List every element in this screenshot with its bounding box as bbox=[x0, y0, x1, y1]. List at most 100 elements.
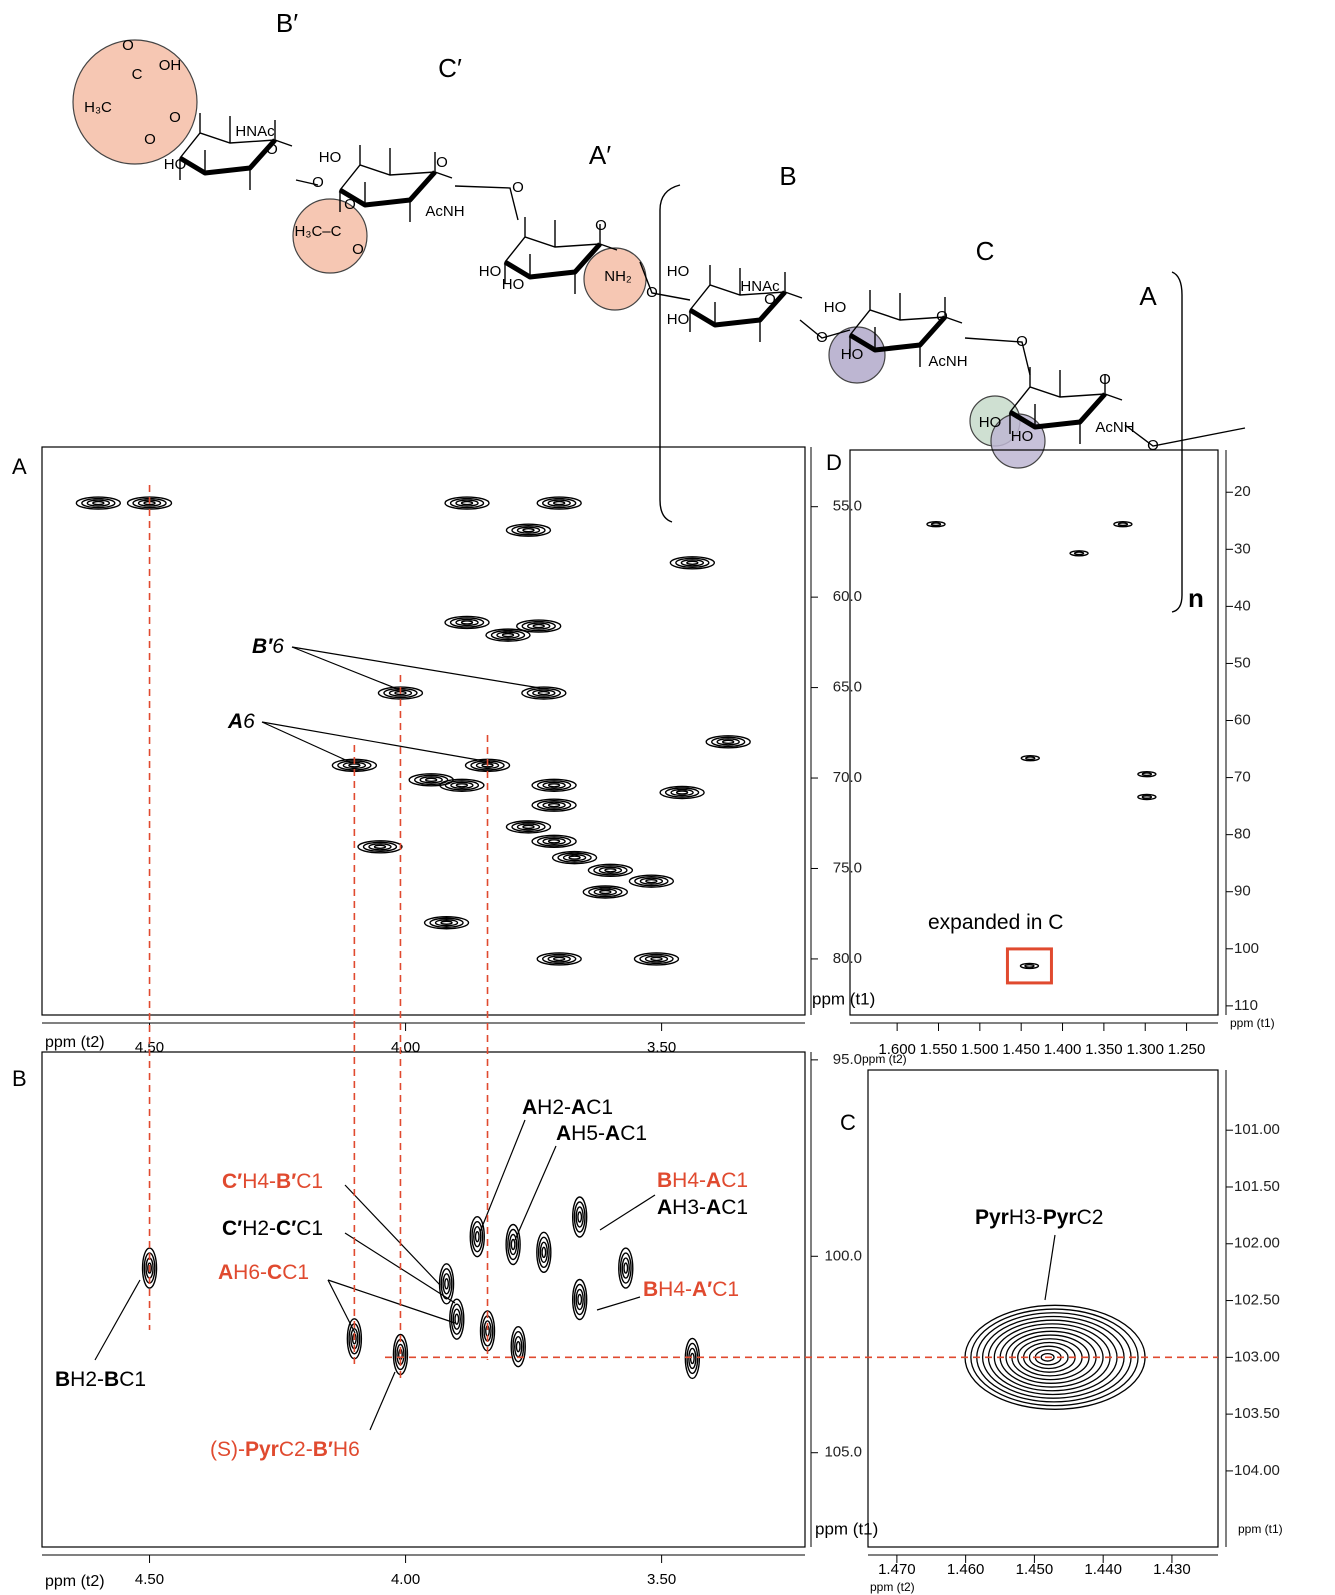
residue-label: B bbox=[779, 161, 796, 191]
atom-label: O bbox=[595, 217, 607, 234]
y-tick-label: 100.0 bbox=[824, 1247, 862, 1264]
y-tick-label: 101.00 bbox=[1234, 1121, 1280, 1138]
annotation-pointer bbox=[600, 1195, 655, 1230]
y-tick-label: 101.50 bbox=[1234, 1178, 1280, 1195]
annotation: expanded in C bbox=[928, 911, 1063, 934]
annotation-part: H4- bbox=[672, 1169, 706, 1192]
atom-label: NH₂ bbox=[604, 268, 632, 285]
residue-label: A bbox=[1139, 281, 1157, 311]
y-tick-label: 50 bbox=[1234, 654, 1251, 671]
atom-label: O bbox=[122, 37, 134, 54]
atom-label: HO bbox=[479, 263, 502, 280]
contour-ring bbox=[538, 692, 549, 695]
annotation-part: C1 bbox=[119, 1368, 146, 1391]
annotation-part: A bbox=[556, 1122, 571, 1145]
annotation-part: C′ bbox=[222, 1170, 242, 1193]
y-axis-label: ppm (t1) bbox=[815, 1519, 878, 1538]
annotation-part: H6- bbox=[233, 1261, 267, 1284]
contour-ring bbox=[554, 502, 565, 505]
annotation-part: C1 bbox=[586, 1096, 613, 1119]
annotation-part: C2 bbox=[1077, 1206, 1104, 1229]
y-tick-label: 40 bbox=[1234, 597, 1251, 614]
annotation: (S)-PyrC2-B′H6 bbox=[210, 1438, 360, 1461]
annotation-pointer bbox=[597, 1297, 640, 1310]
atom-label: O bbox=[764, 291, 776, 308]
y-tick-label: 103.00 bbox=[1234, 1348, 1280, 1365]
atom-label: O bbox=[512, 179, 524, 196]
annotation-part: A bbox=[657, 1196, 672, 1219]
contour-ring bbox=[349, 764, 360, 767]
annotation-part: Pyr bbox=[1043, 1206, 1077, 1229]
residue-label: B′ bbox=[276, 8, 298, 38]
contour-ring bbox=[651, 957, 662, 960]
contour-ring bbox=[1025, 965, 1034, 968]
annotation-part: H4- bbox=[658, 1278, 692, 1301]
atom-label: HO bbox=[667, 263, 690, 280]
atom-label: O bbox=[144, 131, 156, 148]
atom-label: O bbox=[436, 154, 448, 171]
y-tick-label: 105.0 bbox=[824, 1444, 862, 1461]
y-axis-label: ppm (t1) bbox=[1238, 1522, 1283, 1536]
panel-label: D bbox=[826, 450, 842, 475]
annotation: C′H2-C′C1 bbox=[222, 1217, 323, 1240]
contour-ring bbox=[445, 1279, 449, 1289]
contour-ring bbox=[549, 840, 560, 843]
contour-ring bbox=[569, 856, 580, 859]
y-tick-label: 80.0 bbox=[833, 950, 862, 967]
atom-label: O bbox=[312, 174, 324, 191]
residue-label: C′ bbox=[438, 53, 462, 83]
annotation-part: B bbox=[643, 1278, 658, 1301]
atom-label: HO bbox=[824, 299, 847, 316]
atom-label: O bbox=[266, 141, 278, 158]
annotation-pointer bbox=[292, 647, 400, 690]
x-tick-label: 1.450 bbox=[1002, 1041, 1040, 1058]
annotation: BH4-A′C1 bbox=[643, 1278, 739, 1301]
contour-ring bbox=[523, 825, 534, 828]
annotation-part: C2- bbox=[279, 1438, 313, 1461]
annotation-part: A′ bbox=[692, 1278, 712, 1301]
x-tick-label: 4.00 bbox=[391, 1039, 420, 1056]
atom-label: C bbox=[132, 66, 143, 83]
y-tick-label: 70 bbox=[1234, 769, 1251, 786]
atom-label: HO bbox=[841, 346, 864, 363]
x-axis-label: ppm (t2) bbox=[45, 1034, 105, 1051]
annotation-part: B bbox=[657, 1169, 672, 1192]
contour-ring bbox=[691, 1353, 695, 1363]
annotation-part: C1 bbox=[620, 1122, 647, 1145]
annotation-part: A bbox=[706, 1196, 721, 1219]
y-axis-label: ppm (t1) bbox=[1230, 1016, 1275, 1030]
y-tick-label: 104.00 bbox=[1234, 1462, 1280, 1479]
contour-ring bbox=[462, 502, 473, 505]
annotation: BH4-AC1 bbox=[657, 1169, 748, 1192]
x-tick-label: 1.440 bbox=[1084, 1561, 1122, 1578]
atom-label: O bbox=[646, 284, 658, 301]
annotation: BH2-BC1 bbox=[55, 1368, 146, 1391]
atom-label: O bbox=[816, 329, 828, 346]
x-tick-label: 1.400 bbox=[1044, 1041, 1082, 1058]
annotation-pointer bbox=[515, 1146, 556, 1240]
annotation-part: H3- bbox=[672, 1196, 706, 1219]
annotation: B′6 bbox=[252, 635, 284, 658]
annotation-pointer bbox=[262, 722, 490, 762]
x-tick-label: 1.450 bbox=[1016, 1561, 1054, 1578]
annotation-part: C1 bbox=[296, 1170, 323, 1193]
y-tick-label: 90 bbox=[1234, 883, 1251, 900]
x-tick-label: 1.460 bbox=[947, 1561, 985, 1578]
x-tick-label: 1.430 bbox=[1153, 1561, 1191, 1578]
atom-label: O bbox=[1016, 333, 1028, 350]
contour-ring bbox=[426, 778, 437, 781]
contour-ring bbox=[1075, 552, 1084, 555]
annotation: AH3-AC1 bbox=[657, 1196, 748, 1219]
contour-ring bbox=[605, 869, 616, 872]
contour-ring bbox=[578, 1212, 582, 1222]
annotation-part: Pyr bbox=[245, 1438, 279, 1461]
x-tick-label: 3.50 bbox=[647, 1039, 676, 1056]
annotation-pointer bbox=[1045, 1235, 1055, 1300]
annotation-part: H5- bbox=[571, 1122, 605, 1145]
contour-ring bbox=[932, 523, 941, 526]
y-tick-label: 102.00 bbox=[1234, 1235, 1280, 1252]
annotation-part: A bbox=[218, 1261, 233, 1284]
atom-label: H₃C–C bbox=[295, 223, 342, 240]
annotation-part: H6 bbox=[333, 1438, 360, 1461]
atom-label: AcNH bbox=[1095, 419, 1134, 436]
